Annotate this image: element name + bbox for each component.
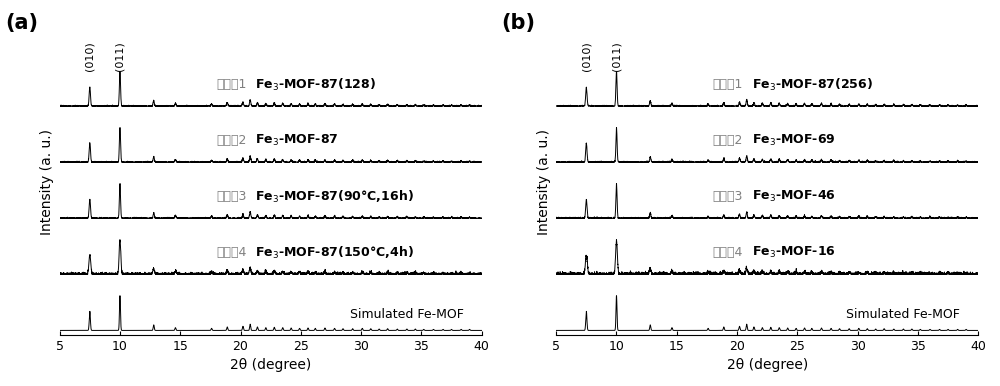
- Text: 对比卥3: 对比卥3: [713, 190, 743, 203]
- Text: Simulated Fe-MOF: Simulated Fe-MOF: [846, 308, 960, 321]
- Text: 实施卥1: 实施卥1: [216, 78, 247, 91]
- Text: Fe$_3$-MOF-87(150°C,4h): Fe$_3$-MOF-87(150°C,4h): [255, 245, 414, 261]
- Text: Fe$_3$-MOF-69: Fe$_3$-MOF-69: [752, 133, 835, 148]
- Text: (a): (a): [5, 14, 38, 34]
- Text: (010): (010): [581, 41, 591, 71]
- Text: (b): (b): [501, 14, 535, 34]
- Text: Fe$_3$-MOF-87: Fe$_3$-MOF-87: [255, 133, 338, 148]
- Text: Simulated Fe-MOF: Simulated Fe-MOF: [350, 308, 464, 321]
- Text: Fe$_3$-MOF-87(256): Fe$_3$-MOF-87(256): [752, 76, 873, 93]
- Text: (011): (011): [611, 41, 621, 71]
- X-axis label: 2θ (degree): 2θ (degree): [727, 358, 808, 372]
- Text: Fe$_3$-MOF-46: Fe$_3$-MOF-46: [752, 189, 835, 204]
- Text: Fe$_3$-MOF-16: Fe$_3$-MOF-16: [752, 245, 835, 261]
- Text: (011): (011): [115, 41, 125, 71]
- Text: 实施卥3: 实施卥3: [216, 190, 247, 203]
- Y-axis label: Intensity (a. u.): Intensity (a. u.): [537, 129, 551, 235]
- Text: 对比入4: 对比入4: [713, 246, 743, 259]
- Text: 对比卥1: 对比卥1: [713, 78, 743, 91]
- X-axis label: 2θ (degree): 2θ (degree): [230, 358, 311, 372]
- Text: Fe$_3$-MOF-87(128): Fe$_3$-MOF-87(128): [255, 76, 376, 93]
- Text: 实施入4: 实施入4: [216, 246, 247, 259]
- Text: Fe$_3$-MOF-87(90°C,16h): Fe$_3$-MOF-87(90°C,16h): [255, 189, 414, 205]
- Y-axis label: Intensity (a. u.): Intensity (a. u.): [40, 129, 54, 235]
- Text: 对比卥2: 对比卥2: [713, 134, 743, 147]
- Text: (010): (010): [85, 41, 95, 71]
- Text: 实施卥2: 实施卥2: [216, 134, 247, 147]
